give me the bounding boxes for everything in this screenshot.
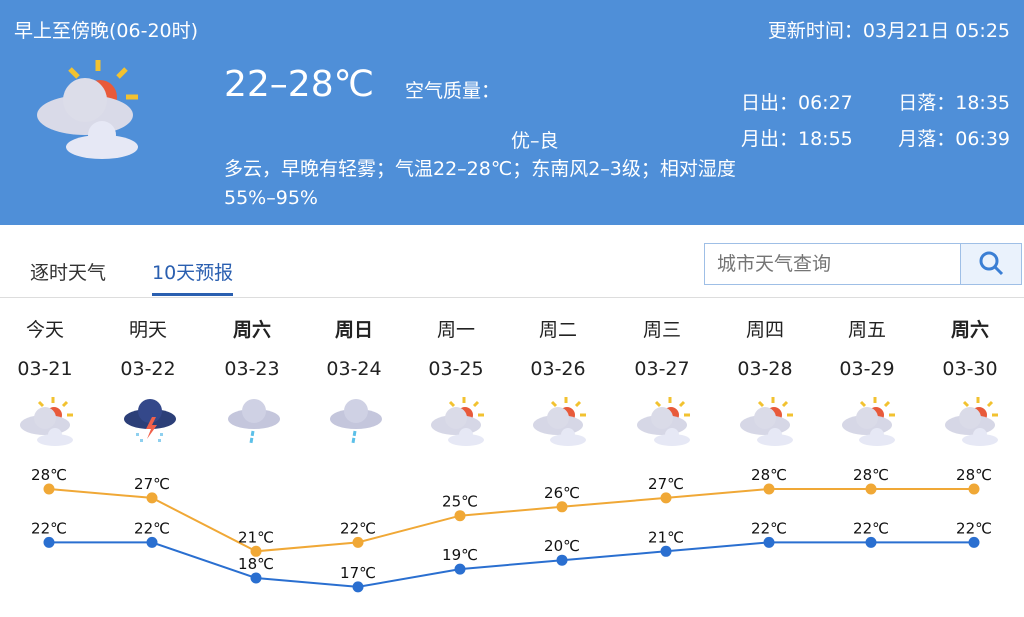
temperature-chart: 28℃ 27℃ 21℃ 22℃ 25℃ 26℃ 27℃ 28℃ 28℃ 28℃ 22℃ 22℃ 18℃ 1… xyxy=(31,466,992,593)
partly-cloudy-icon xyxy=(819,395,919,447)
day-name: 周二 xyxy=(538,319,577,341)
day-date: 03-27 xyxy=(634,358,690,380)
weather-description: 多云，早晚有轻雾；气温22–28℃；东南风2–3级；相对湿度55%–95% xyxy=(224,158,736,209)
low-temp-point xyxy=(763,536,775,548)
day-date: 03-30 xyxy=(942,358,998,380)
low-temp-label: 22℃ xyxy=(853,519,889,537)
high-temp-point xyxy=(250,545,262,557)
day-date: 03-22 xyxy=(120,358,176,380)
low-temp-point xyxy=(556,554,568,566)
day-date: 03-23 xyxy=(224,358,280,380)
high-temp-line xyxy=(48,488,974,553)
day-name: 周三 xyxy=(642,319,681,341)
high-temp-label: 28℃ xyxy=(751,466,787,484)
low-temp-label: 22℃ xyxy=(31,519,67,537)
high-temp-point xyxy=(352,536,364,548)
search-icon xyxy=(978,251,1004,279)
low-temp-label: 17℃ xyxy=(340,564,376,582)
high-temp-point xyxy=(146,492,158,504)
partly-cloudy-icon xyxy=(0,395,97,447)
moonrise: 月出：18:55 xyxy=(741,128,853,150)
air-quality-label: 空气质量： xyxy=(405,80,501,102)
day-date: 03-21 xyxy=(17,358,73,380)
low-temp-point xyxy=(454,563,466,575)
forecast-period: 早上至傍晚(06-20时) xyxy=(14,20,199,42)
tab-bar: 逐时天气 10天预报 xyxy=(0,258,1024,298)
low-temp-label: 20℃ xyxy=(544,537,580,555)
current-weather-panel: 早上至傍晚(06-20时) 更新时间：03月21日 05:25 22–28℃ 空… xyxy=(0,0,1024,225)
high-temp-label: 21℃ xyxy=(238,528,274,546)
high-temp-label: 28℃ xyxy=(31,466,67,484)
day-date: 03-29 xyxy=(839,358,895,380)
high-temp-point xyxy=(865,483,877,495)
sunset: 日落：18:35 xyxy=(898,92,1010,114)
partly-cloudy-icon xyxy=(510,395,610,447)
day-date: 03-28 xyxy=(737,358,793,380)
partly-cloudy-icon xyxy=(717,395,817,447)
light-rain-icon xyxy=(306,395,406,447)
low-temp-label: 18℃ xyxy=(238,555,274,573)
high-temp-label: 25℃ xyxy=(442,493,478,511)
low-temp-label: 22℃ xyxy=(956,519,992,537)
low-temp-line xyxy=(49,541,974,588)
high-temp-label: 26℃ xyxy=(544,484,580,502)
high-temp-point xyxy=(43,483,55,495)
low-temp-point xyxy=(352,581,364,593)
day-name: 周五 xyxy=(847,319,886,341)
day-name: 周一 xyxy=(436,319,475,341)
light-rain-icon xyxy=(204,395,304,447)
thunderstorm-icon xyxy=(100,395,200,447)
high-temp-label: 28℃ xyxy=(853,466,889,484)
high-temp-point xyxy=(556,501,568,513)
day-date: 03-26 xyxy=(530,358,586,380)
day-name: 周六 xyxy=(232,319,271,341)
day-date: 03-25 xyxy=(428,358,484,380)
low-temp-point xyxy=(250,572,262,584)
day-date: 03-24 xyxy=(326,358,382,380)
partly-cloudy-icon xyxy=(30,55,150,169)
high-temp-point xyxy=(763,483,775,495)
low-temp-label: 19℃ xyxy=(442,546,478,564)
day-name: 周六 xyxy=(950,319,989,341)
city-search xyxy=(704,243,1022,285)
low-temp-point xyxy=(865,536,877,548)
day-name: 明天 xyxy=(128,319,167,341)
low-temp-label: 21℃ xyxy=(648,528,684,546)
partly-cloudy-icon xyxy=(614,395,714,447)
low-temp-label: 22℃ xyxy=(751,519,787,537)
day-name: 周四 xyxy=(745,319,784,341)
high-temp-label: 28℃ xyxy=(956,466,992,484)
day-name: 今天 xyxy=(25,319,64,341)
high-temp-point xyxy=(968,483,980,495)
update-time: 更新时间：03月21日 05:25 xyxy=(767,20,1010,42)
low-temp-point xyxy=(968,536,980,548)
high-temp-label: 27℃ xyxy=(648,475,684,493)
low-temp-point xyxy=(146,536,158,548)
high-temp-label: 27℃ xyxy=(134,475,170,493)
temperature-range: 22–28℃ xyxy=(224,64,375,105)
air-quality-value: 优–良 xyxy=(511,130,559,152)
moonset: 月落：06:39 xyxy=(898,128,1010,150)
high-temp-label: 22℃ xyxy=(340,519,376,537)
low-temp-point xyxy=(43,536,55,548)
high-temp-point xyxy=(454,510,466,522)
search-input[interactable] xyxy=(705,244,960,284)
sunrise: 日出：06:27 xyxy=(741,92,853,114)
search-button[interactable] xyxy=(960,244,1021,284)
high-temp-point xyxy=(660,492,672,504)
day-name: 周日 xyxy=(334,319,373,341)
tab-10-day[interactable]: 10天预报 xyxy=(152,258,234,296)
tab-hourly[interactable]: 逐时天气 xyxy=(30,262,107,284)
partly-cloudy-icon xyxy=(922,395,1022,447)
low-temp-label: 22℃ xyxy=(134,519,170,537)
partly-cloudy-icon xyxy=(408,395,508,447)
low-temp-point xyxy=(660,545,672,557)
